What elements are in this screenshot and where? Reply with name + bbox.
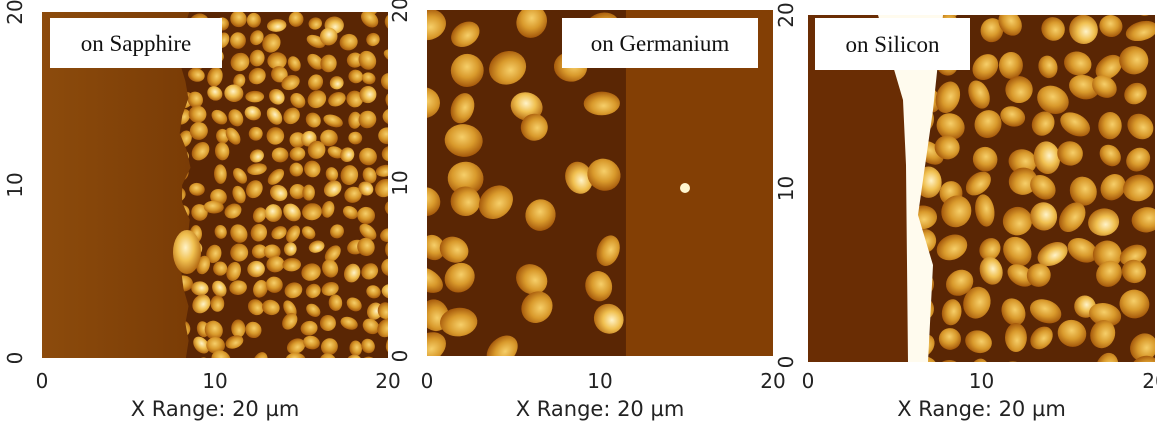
- y-tick-label: 0: [3, 352, 27, 365]
- grain: [385, 241, 400, 259]
- particle: [680, 183, 690, 193]
- grain: [433, 365, 475, 407]
- y-tick-label: 0: [388, 350, 412, 363]
- y-tick-label: 10: [774, 176, 798, 201]
- grain: [1065, 0, 1102, 12]
- x-tick-label: 0: [421, 369, 434, 393]
- y-tick-label: 20: [388, 0, 412, 23]
- x-tick-label: 10: [587, 369, 612, 393]
- panel-label: on Germanium: [591, 31, 730, 56]
- grain: [970, 0, 999, 10]
- panel-label: on Silicon: [846, 32, 940, 57]
- grain: [1088, 0, 1128, 13]
- afm-panel: on Silicon 0 10 20 0 10 20 X Range: 20 µm: [774, 0, 1157, 421]
- grain: [211, 295, 225, 311]
- y-tick-label: 0: [774, 356, 798, 369]
- figure: on Sapphire0102001020X Range: 20 µmon Ge…: [0, 0, 1157, 423]
- x-tick-label: 10: [969, 369, 994, 393]
- grain: [224, 0, 244, 13]
- afm-panel: on Sapphire 0 10 20 0 10 20 X Range: 20 µm: [3, 0, 405, 421]
- y-tick-label: 10: [388, 170, 412, 195]
- grain: [173, 0, 195, 12]
- x-axis-title: X Range: 20 µm: [897, 397, 1066, 421]
- y-tick-label: 20: [3, 0, 27, 25]
- grain: [173, 230, 201, 274]
- grain: [264, 0, 286, 11]
- x-tick-label: 20: [375, 369, 400, 393]
- grain: [300, 0, 324, 12]
- grain: [1061, 363, 1093, 393]
- x-tick-label: 20: [1142, 369, 1157, 393]
- y-tick-label: 20: [774, 2, 798, 27]
- panel-label: on Sapphire: [81, 31, 192, 56]
- grain: [1004, 0, 1037, 15]
- x-tick-label: 10: [202, 369, 227, 393]
- y-tick-label: 10: [3, 172, 27, 197]
- x-tick-label: 0: [802, 369, 815, 393]
- x-tick-label: 0: [36, 369, 49, 393]
- grain: [249, 0, 272, 12]
- grain: [347, 0, 364, 11]
- grain: [482, 0, 522, 7]
- grain: [1038, 365, 1069, 390]
- grain: [320, 0, 340, 11]
- grain: [302, 185, 314, 201]
- grain: [210, 0, 231, 14]
- grain: [286, 353, 306, 367]
- x-axis-title: X Range: 20 µm: [131, 397, 300, 421]
- grain: [303, 358, 319, 372]
- grain: [167, 358, 185, 375]
- x-tick-label: 20: [760, 369, 785, 393]
- grain: [1034, 0, 1070, 12]
- grain: [213, 262, 227, 276]
- grain: [283, 0, 302, 11]
- grain: [1005, 323, 1027, 352]
- x-axis-title: X Range: 20 µm: [516, 397, 685, 421]
